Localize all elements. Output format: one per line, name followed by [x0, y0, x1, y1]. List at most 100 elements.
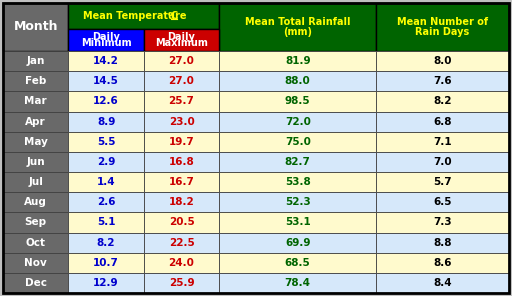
Bar [376, 192, 509, 212]
Bar [376, 132, 509, 152]
Bar [69, 3, 219, 29]
Bar [144, 273, 219, 293]
Text: Mar: Mar [25, 96, 47, 107]
Bar [376, 3, 509, 51]
Text: 18.2: 18.2 [168, 197, 195, 207]
Text: 6.8: 6.8 [433, 117, 452, 127]
Text: Daily: Daily [167, 31, 196, 41]
Bar [69, 29, 144, 51]
Bar [376, 112, 509, 132]
Text: Mean Total Rainfall: Mean Total Rainfall [245, 17, 351, 27]
Bar [3, 212, 69, 232]
Bar [3, 112, 69, 132]
Text: 53.8: 53.8 [285, 177, 311, 187]
Text: 5.7: 5.7 [433, 177, 452, 187]
Text: Apr: Apr [26, 117, 46, 127]
Text: 72.0: 72.0 [285, 117, 311, 127]
Bar [144, 71, 219, 91]
Bar [69, 212, 144, 232]
Bar [219, 232, 376, 253]
Text: 7.1: 7.1 [433, 137, 452, 147]
Text: 7.6: 7.6 [433, 76, 452, 86]
Bar [219, 51, 376, 71]
Text: 27.0: 27.0 [168, 56, 195, 66]
Bar [3, 71, 69, 91]
Bar [219, 112, 376, 132]
Text: 78.4: 78.4 [285, 278, 311, 288]
Text: Feb: Feb [25, 76, 47, 86]
Bar [69, 253, 144, 273]
Text: Jan: Jan [27, 56, 45, 66]
Bar [69, 152, 144, 172]
Text: 8.2: 8.2 [97, 238, 115, 247]
Text: 6.5: 6.5 [433, 197, 452, 207]
Bar [3, 51, 69, 71]
Text: (mm): (mm) [283, 27, 312, 37]
Bar [219, 91, 376, 112]
Text: 12.6: 12.6 [93, 96, 119, 107]
Bar [69, 112, 144, 132]
Bar [3, 253, 69, 273]
Bar [69, 71, 144, 91]
Bar [376, 273, 509, 293]
Text: 20.5: 20.5 [168, 218, 195, 227]
Text: Minimum: Minimum [81, 38, 132, 49]
Text: 1.4: 1.4 [97, 177, 115, 187]
Bar [376, 253, 509, 273]
Bar [3, 152, 69, 172]
Bar [3, 3, 69, 51]
Text: 24.0: 24.0 [168, 258, 195, 268]
Bar [69, 273, 144, 293]
Text: Mean Temperature: Mean Temperature [83, 11, 190, 21]
Bar [219, 273, 376, 293]
Bar [69, 192, 144, 212]
Text: Jul: Jul [28, 177, 43, 187]
Bar [219, 212, 376, 232]
Text: 10.7: 10.7 [93, 258, 119, 268]
Text: 5.5: 5.5 [97, 137, 115, 147]
Bar [219, 132, 376, 152]
Text: 68.5: 68.5 [285, 258, 311, 268]
Text: Oct: Oct [26, 238, 46, 247]
Bar [144, 51, 219, 71]
Bar [376, 91, 509, 112]
Text: Sep: Sep [25, 218, 47, 227]
Bar [376, 71, 509, 91]
Bar [376, 172, 509, 192]
Text: C: C [170, 11, 178, 21]
Text: Month: Month [13, 20, 58, 33]
Text: Jun: Jun [27, 157, 45, 167]
Bar [144, 29, 219, 51]
Bar [219, 152, 376, 172]
Bar [144, 253, 219, 273]
Text: 52.3: 52.3 [285, 197, 311, 207]
Text: 8.2: 8.2 [433, 96, 452, 107]
Text: 88.0: 88.0 [285, 76, 311, 86]
Text: Maximum: Maximum [155, 38, 208, 49]
Text: Nov: Nov [24, 258, 47, 268]
Bar [69, 232, 144, 253]
Bar [144, 91, 219, 112]
Text: 5.1: 5.1 [97, 218, 115, 227]
Bar [3, 132, 69, 152]
Bar [376, 212, 509, 232]
Text: 8.9: 8.9 [97, 117, 115, 127]
Text: Dec: Dec [25, 278, 47, 288]
Bar [144, 192, 219, 212]
Text: o: o [167, 10, 172, 17]
Bar [219, 253, 376, 273]
Text: 27.0: 27.0 [168, 76, 195, 86]
Text: 8.4: 8.4 [433, 278, 452, 288]
Text: 75.0: 75.0 [285, 137, 311, 147]
Bar [376, 51, 509, 71]
Bar [219, 3, 376, 51]
Text: 16.7: 16.7 [168, 177, 195, 187]
Bar [3, 273, 69, 293]
Bar [219, 71, 376, 91]
Bar [144, 112, 219, 132]
Bar [144, 172, 219, 192]
Text: 8.8: 8.8 [433, 238, 452, 247]
Bar [144, 132, 219, 152]
Text: Mean Number of: Mean Number of [397, 17, 488, 27]
Text: 7.0: 7.0 [433, 157, 452, 167]
